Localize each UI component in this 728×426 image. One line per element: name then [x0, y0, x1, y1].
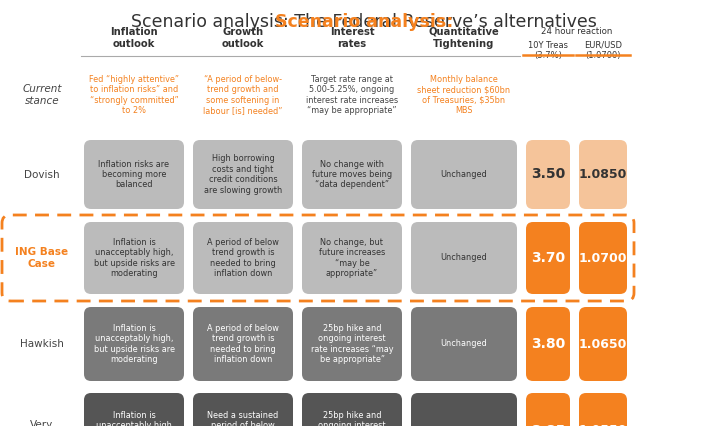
Text: ING Base
Case: ING Base Case [15, 247, 68, 269]
FancyBboxPatch shape [579, 140, 627, 209]
Text: No change with
future moves being
“data dependent”: No change with future moves being “data … [312, 160, 392, 190]
FancyBboxPatch shape [579, 222, 627, 294]
Text: A period of below
trend growth is
needed to bring
inflation down: A period of below trend growth is needed… [207, 238, 279, 278]
FancyBboxPatch shape [84, 222, 184, 294]
FancyBboxPatch shape [411, 307, 517, 381]
Text: Inflation is
unacceptably high
with risks weighted
to the upside: Inflation is unacceptably high with risk… [95, 411, 174, 426]
FancyBboxPatch shape [411, 140, 517, 209]
Text: EUR/USD
(1.0700): EUR/USD (1.0700) [584, 41, 622, 60]
Text: 1.0650: 1.0650 [579, 337, 628, 351]
Text: Growth
outlook: Growth outlook [222, 27, 264, 49]
Text: A period of below
trend growth is
needed to bring
inflation down: A period of below trend growth is needed… [207, 324, 279, 364]
Text: Quantitative
Tightening: Quantitative Tightening [429, 27, 499, 49]
FancyBboxPatch shape [302, 140, 402, 209]
Text: 1.0700: 1.0700 [579, 251, 628, 265]
FancyBboxPatch shape [302, 307, 402, 381]
Text: Dovish: Dovish [24, 170, 60, 179]
Text: Scenario analysis:: Scenario analysis: [274, 13, 454, 31]
FancyBboxPatch shape [411, 393, 517, 426]
Text: Target rate range at
5.00-5.25%, ongoing
interest rate increases
“may be appropr: Target rate range at 5.00-5.25%, ongoing… [306, 75, 398, 115]
Text: Fed “highly attentive”
to inflation risks” and
“strongly committed”
to 2%: Fed “highly attentive” to inflation risk… [89, 75, 179, 115]
FancyBboxPatch shape [84, 307, 184, 381]
Text: 3.70: 3.70 [531, 251, 565, 265]
Text: “A period of below-
trend growth and
some softening in
labour [is] needed”: “A period of below- trend growth and som… [203, 75, 282, 115]
Text: Interest
rates: Interest rates [330, 27, 374, 49]
FancyBboxPatch shape [193, 140, 293, 209]
Text: Need a sustained
period of below
trend growth to
bring inflation down: Need a sustained period of below trend g… [202, 411, 284, 426]
Text: Inflation is
unacceptably high,
but upside risks are
moderating: Inflation is unacceptably high, but upsi… [93, 238, 175, 278]
FancyBboxPatch shape [84, 393, 184, 426]
Text: Monthly balance
sheet reduction $60bn
of Treasuries, $35bn
MBS: Monthly balance sheet reduction $60bn of… [417, 75, 510, 115]
Text: Hawkish: Hawkish [20, 339, 64, 349]
FancyBboxPatch shape [526, 393, 570, 426]
Text: Very
hawkish: Very hawkish [20, 420, 63, 426]
FancyBboxPatch shape [526, 140, 570, 209]
Text: No change, but
future increases
“may be
appropriate”: No change, but future increases “may be … [319, 238, 385, 278]
Text: Unchanged: Unchanged [440, 340, 487, 348]
FancyBboxPatch shape [526, 222, 570, 294]
Text: 24 hour reaction: 24 hour reaction [541, 27, 612, 36]
FancyBboxPatch shape [193, 222, 293, 294]
Text: 1.0550: 1.0550 [579, 424, 628, 426]
Text: 25bp hike and
ongoing interest
rate increases “may
be appropriate”: 25bp hike and ongoing interest rate incr… [311, 324, 393, 364]
FancyBboxPatch shape [579, 307, 627, 381]
Text: 1.0850: 1.0850 [579, 168, 628, 181]
Text: Inflation
outlook: Inflation outlook [110, 27, 158, 49]
FancyBboxPatch shape [526, 307, 570, 381]
Text: High borrowing
costs and tight
credit conditions
are slowing growth: High borrowing costs and tight credit co… [204, 154, 282, 195]
FancyBboxPatch shape [84, 140, 184, 209]
Text: 3.80: 3.80 [531, 337, 565, 351]
Text: 10Y Treas
(3.7%): 10Y Treas (3.7%) [528, 41, 568, 60]
Text: Inflation risks are
becoming more
balanced: Inflation risks are becoming more balanc… [98, 160, 170, 190]
Text: 25bp hike and
ongoing interest
rate increases
“appropriate”: 25bp hike and ongoing interest rate incr… [318, 411, 386, 426]
FancyBboxPatch shape [411, 222, 517, 294]
Text: Unchanged: Unchanged [440, 253, 487, 262]
Text: Inflation is
unacceptably high,
but upside risks are
moderating: Inflation is unacceptably high, but upsi… [93, 324, 175, 364]
Text: Unchanged: Unchanged [440, 170, 487, 179]
Text: Current
stance: Current stance [23, 84, 62, 106]
FancyBboxPatch shape [193, 393, 293, 426]
Text: 3.85: 3.85 [531, 424, 565, 426]
FancyBboxPatch shape [302, 393, 402, 426]
Text: Scenario analysis: The Federal Reserve’s alternatives: Scenario analysis: The Federal Reserve’s… [131, 13, 597, 31]
FancyBboxPatch shape [302, 222, 402, 294]
FancyBboxPatch shape [579, 393, 627, 426]
Text: 3.50: 3.50 [531, 167, 565, 181]
FancyBboxPatch shape [193, 307, 293, 381]
